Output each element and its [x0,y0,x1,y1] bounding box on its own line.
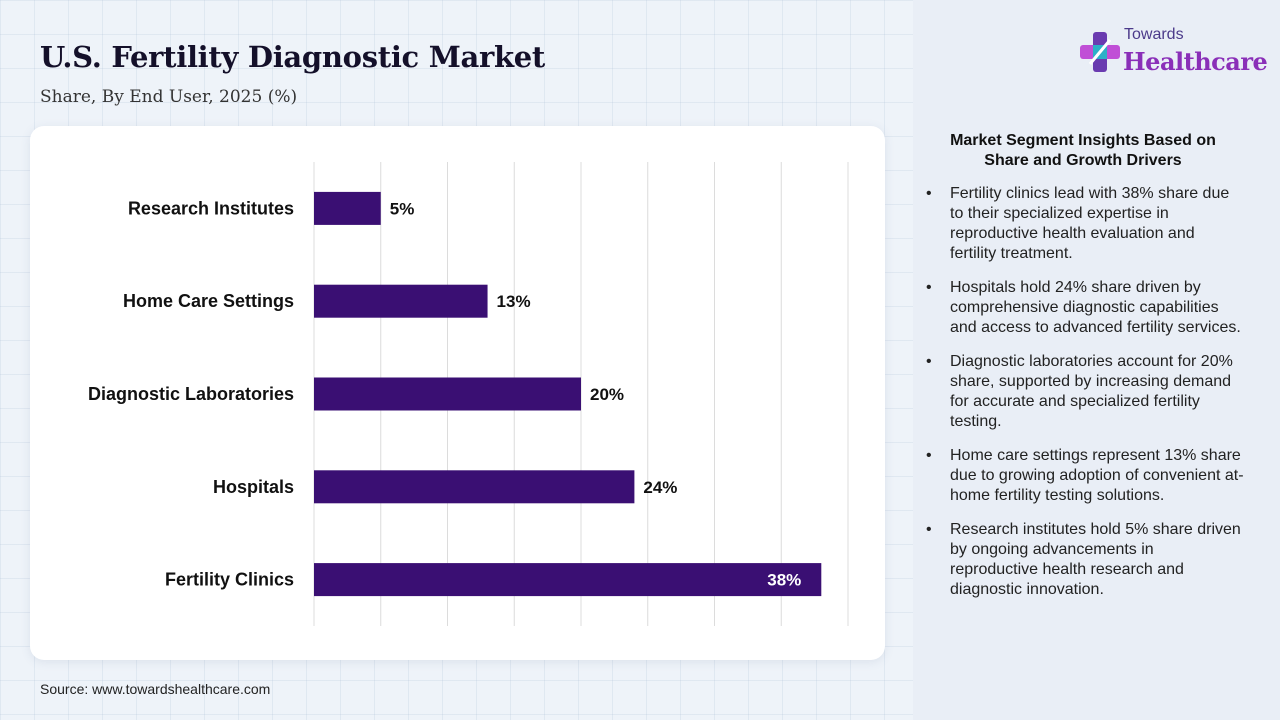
bar [314,191,381,225]
data-label: 38% [767,571,801,590]
bar [314,284,488,318]
insights-list: Fertility clinics lead with 38% share du… [926,184,1244,614]
chart-subtitle: Share, By End User, 2025 (%) [40,87,298,107]
category-label: Research Institutes [128,198,294,218]
data-label: 20% [590,385,624,404]
insight-item: Fertility clinics lead with 38% share du… [926,184,1244,264]
bar [314,377,581,411]
source-note: Source: www.towardshealthcare.com [40,681,271,697]
insight-item: Research institutes hold 5% share driven… [926,520,1244,600]
insight-item: Home care settings represent 13% share d… [926,446,1244,506]
data-label: 13% [497,292,531,311]
data-label: 24% [643,478,677,497]
category-label: Home Care Settings [123,291,294,311]
insight-item: Diagnostic laboratories account for 20% … [926,352,1244,432]
insights-title: Market Segment Insights Based on Share a… [950,132,1216,169]
chart-card: Research Institutes 5% Home Care Settings 1… [30,126,885,660]
chart-title: U.S. Fertility Diagnostic Market [40,40,546,74]
brand-logo[interactable]: Towards Healthcare [1080,26,1268,82]
category-label: Diagnostic Laboratories [88,384,294,404]
logo-text-healthcare: Healthcare [1123,47,1268,76]
logo-text-towards: Towards [1124,26,1184,43]
category-label: Fertility Clinics [165,570,294,590]
category-label: Hospitals [213,477,294,497]
cross-logo-icon [1080,32,1120,72]
insight-item: Hospitals hold 24% share driven by compr… [926,278,1244,338]
bar [314,470,635,504]
bar-chart: Research Institutes 5% Home Care Settings 1… [88,162,849,626]
data-label: 5% [390,199,415,218]
bar [314,563,822,597]
